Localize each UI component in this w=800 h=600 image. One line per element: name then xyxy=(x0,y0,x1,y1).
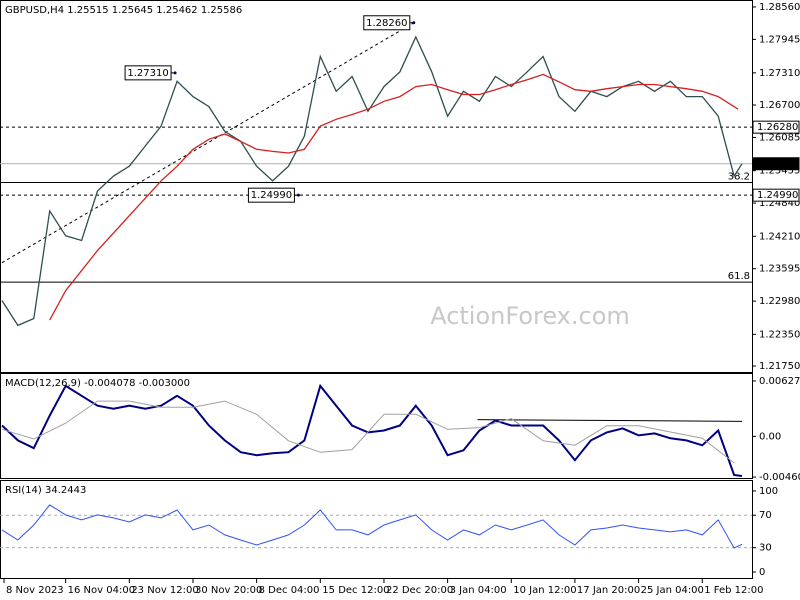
annotation-box xyxy=(124,65,172,81)
y-tick-label: 1.22350 xyxy=(759,329,800,340)
x-tick-label: 25 Jan 04:00 xyxy=(641,585,704,596)
x-tick-label: 8 Dec 04:00 xyxy=(259,585,320,596)
level-label: 1.26280 xyxy=(757,122,798,133)
panel-frame xyxy=(0,480,753,579)
level-label: 1.25586 xyxy=(757,159,798,170)
y-tick-label: 1.26085 xyxy=(759,132,800,143)
y-tick-label: 1.27310 xyxy=(759,68,800,79)
annotation-label: 1.24990 xyxy=(251,190,292,201)
x-tick-label: 15 Dec 12:00 xyxy=(322,585,389,596)
trendline xyxy=(1,21,417,264)
x-tick-label: 1 Feb 12:00 xyxy=(704,585,763,596)
annotation-box xyxy=(247,187,295,203)
y-tick-label: 0 xyxy=(759,567,765,578)
y-tick-label: 0.006276 xyxy=(759,376,800,387)
x-tick-label: 10 Jan 12:00 xyxy=(513,585,576,596)
level-box xyxy=(752,120,800,134)
y-tick-label: 1.22980 xyxy=(759,296,800,307)
x-tick-label: 17 Jan 20:00 xyxy=(577,585,640,596)
panel-frame xyxy=(0,373,753,479)
fib-label: 61.8 xyxy=(728,271,750,282)
panel-title: MACD(12,26,9) -0.004078 -0.003000 xyxy=(5,378,190,389)
panel-title: GBPUSD,H4 1.25515 1.25645 1.25462 1.2558… xyxy=(5,5,242,16)
level-label: 1.24990 xyxy=(757,190,798,201)
y-tick-label: 1.24840 xyxy=(759,198,800,209)
y-tick-label: 30 xyxy=(759,543,772,554)
series-line xyxy=(1,383,743,477)
y-tick-label: 100 xyxy=(759,486,778,497)
series-line xyxy=(1,400,735,464)
watermark: ActionForex.com xyxy=(430,302,630,330)
y-tick-label: 0.00 xyxy=(759,431,781,442)
x-tick-label: 23 Nov 12:00 xyxy=(131,585,198,596)
fib-label: 38.2 xyxy=(728,172,750,183)
level-box xyxy=(752,157,800,171)
x-tick-label: 30 Nov 20:00 xyxy=(195,585,262,596)
x-tick-label: 8 Nov 2023 xyxy=(6,585,64,596)
panel-title: RSI(14) 34.2443 xyxy=(5,485,86,496)
y-tick-label: 70 xyxy=(759,510,772,521)
series-line xyxy=(1,504,743,549)
x-tick-label: 16 Nov 04:00 xyxy=(68,585,135,596)
annotation-label: 1.27310 xyxy=(127,68,168,79)
trendline xyxy=(477,419,743,422)
annotation-box xyxy=(363,15,411,31)
y-tick-label: 1.21750 xyxy=(759,361,800,372)
x-tick-label: 22 Dec 20:00 xyxy=(386,585,453,596)
annotation-label: 1.28260 xyxy=(366,18,407,29)
y-tick-label: 1.27945 xyxy=(759,34,800,45)
y-tick-label: -0.004606 xyxy=(759,472,800,483)
y-tick-label: 1.24210 xyxy=(759,231,800,242)
panel-frame xyxy=(0,0,753,373)
level-box xyxy=(752,188,800,202)
y-tick-label: 1.28560 xyxy=(759,2,800,13)
x-tick-label: 3 Jan 04:00 xyxy=(450,585,507,596)
y-tick-label: 1.26700 xyxy=(759,100,800,111)
y-tick-label: 1.25455 xyxy=(759,166,800,177)
series-line xyxy=(49,73,739,321)
y-tick-label: 1.23595 xyxy=(759,264,800,275)
